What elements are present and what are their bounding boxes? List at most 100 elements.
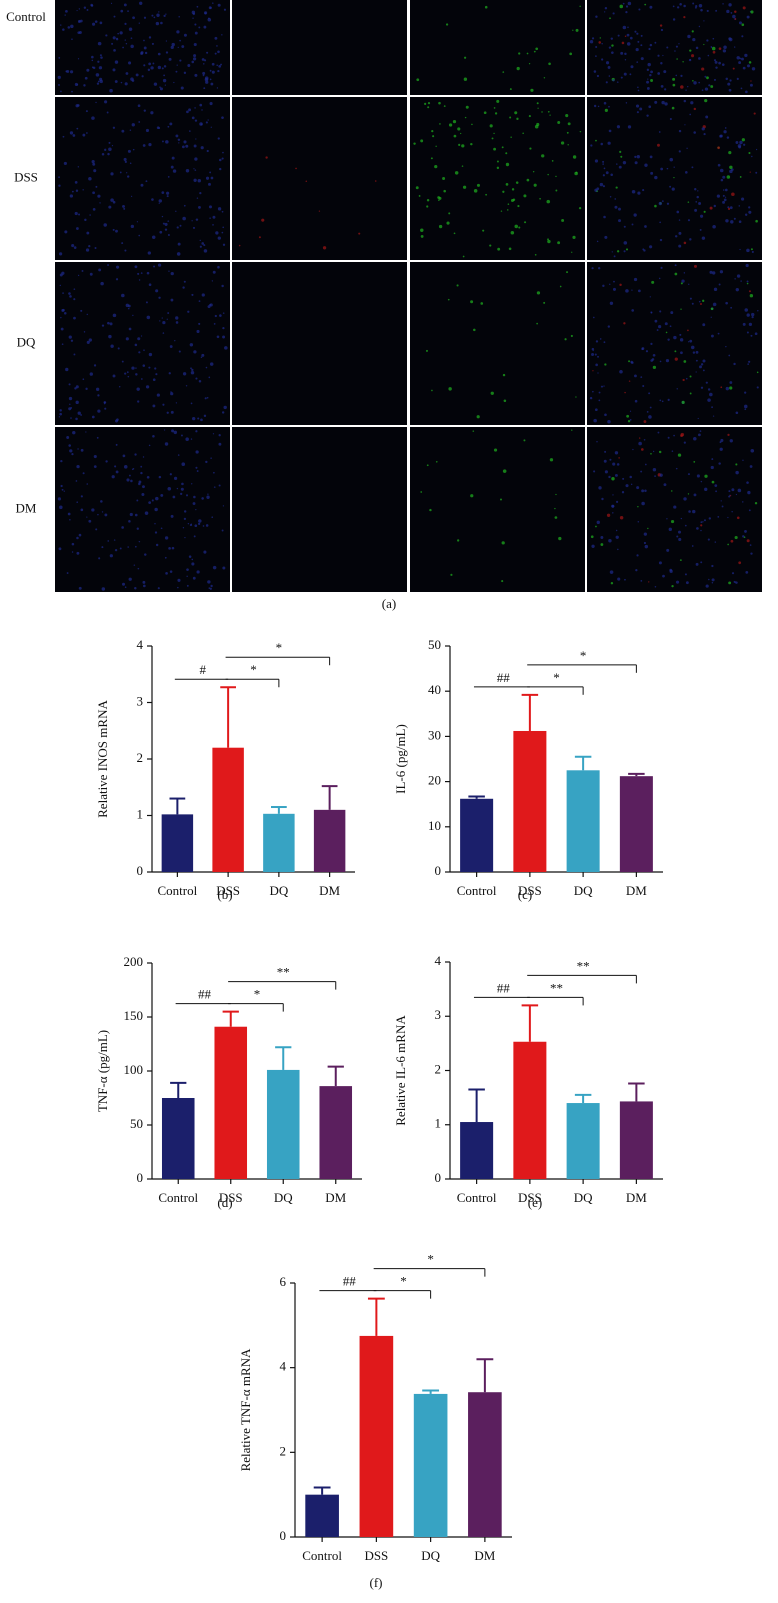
fluorescence-dot	[77, 58, 80, 60]
fluorescence-dot	[188, 108, 192, 112]
fluorescence-dot	[693, 461, 696, 463]
fluorescence-dot	[636, 486, 640, 490]
fluorescence-dot	[605, 81, 608, 84]
fluorescence-dot	[627, 420, 631, 423]
fluorescence-dot	[470, 494, 474, 498]
fluorescence-dot	[76, 464, 80, 469]
fluorescence-dot	[66, 572, 69, 574]
fluorescence-dot	[755, 219, 758, 223]
fluorescence-dot	[730, 306, 733, 309]
fluorescence-dot	[672, 18, 676, 21]
fluorescence-dot	[218, 65, 221, 68]
fluorescence-dot	[751, 67, 756, 71]
fluorescence-dot	[427, 102, 431, 105]
fluorescence-dot	[118, 386, 121, 388]
fluorescence-dot	[554, 507, 556, 510]
fluorescence-dot	[700, 524, 703, 527]
fluorescence-dot	[100, 281, 104, 286]
fluorescence-dot	[732, 67, 735, 70]
fluorescence-dot	[164, 442, 169, 446]
fluorescence-dot	[680, 85, 684, 89]
fluorescence-dot	[605, 61, 610, 65]
fluorescence-dot	[120, 9, 124, 13]
fluorescence-dot	[138, 279, 141, 281]
fluorescence-dot	[501, 541, 505, 545]
bar	[413, 1393, 448, 1537]
fluorescence-dot	[199, 192, 202, 195]
fluorescence-dot	[657, 431, 660, 434]
fluorescence-dot	[618, 219, 622, 223]
fluorescence-dot	[117, 347, 120, 350]
fluorescence-dot	[750, 334, 753, 337]
fluorescence-dot	[750, 80, 752, 82]
fluorescence-dot	[446, 221, 450, 225]
fluorescence-dot	[127, 149, 131, 153]
fluorescence-dot	[80, 508, 84, 512]
fluorescence-dot	[598, 41, 602, 44]
fluorescence-dot	[183, 204, 186, 207]
fluorescence-dot	[145, 385, 150, 389]
y-tick-label: 0	[137, 863, 144, 878]
fluorescence-dot	[181, 462, 186, 467]
fluorescence-dot	[89, 372, 93, 376]
fluorescence-dot	[678, 244, 682, 248]
fluorescence-dot	[110, 2, 113, 4]
fluorescence-dot	[729, 169, 733, 174]
fluorescence-dot	[547, 238, 549, 241]
fluorescence-dot	[191, 558, 194, 561]
fluorescence-dot	[517, 204, 520, 208]
fluorescence-dot	[603, 341, 606, 344]
fluorescence-dot	[728, 88, 732, 92]
fluorescence-dot	[682, 61, 684, 63]
fluorescence-dot	[503, 399, 507, 403]
fluorescence-dot	[755, 148, 758, 151]
fluorescence-dot	[143, 39, 145, 42]
fluorescence-dot	[729, 79, 732, 82]
fluorescence-dot	[698, 81, 701, 84]
fluorescence-dot	[675, 467, 678, 470]
fluorescence-dot	[181, 145, 185, 149]
fluorescence-dot	[695, 201, 698, 203]
fluorescence-dot	[196, 570, 200, 574]
y-tick-label: 4	[435, 953, 442, 968]
fluorescence-dot	[619, 150, 622, 153]
fluorescence-dot	[703, 133, 706, 136]
fluorescence-dot	[447, 298, 450, 301]
fluorescence-dot	[168, 372, 171, 375]
fluorescence-dot	[724, 196, 727, 198]
fluorescence-dot	[571, 251, 573, 253]
fluorescence-dot	[173, 476, 178, 480]
fluorescence-dot	[704, 75, 707, 78]
fluorescence-dot	[673, 434, 675, 437]
fluorescence-dot	[182, 286, 185, 289]
fluorescence-dot	[112, 228, 115, 231]
fluorescence-dot	[158, 199, 163, 203]
fluorescence-dot	[136, 387, 140, 391]
fluorescence-dot	[496, 166, 500, 170]
fluorescence-dot	[501, 146, 504, 149]
fluorescence-dot	[736, 516, 740, 520]
fluorescence-dot	[741, 35, 744, 38]
fluorescence-dot	[662, 54, 664, 57]
fluorescence-dot	[630, 483, 633, 486]
fluorescence-dot	[198, 26, 201, 29]
bar	[161, 1098, 195, 1179]
fluorescence-dot	[640, 376, 643, 378]
fluorescence-dot	[101, 587, 106, 591]
fluorescence-dot	[209, 303, 212, 306]
fluorescence-dot	[728, 37, 733, 42]
fluorescence-dot	[212, 433, 215, 435]
fluorescence-dot	[734, 535, 738, 540]
fluorescence-dot	[69, 194, 74, 198]
fluorescence-dot	[702, 369, 705, 372]
fluorescence-dot	[143, 584, 146, 588]
fluorescence-dot	[599, 338, 602, 340]
fluorescence-dot	[680, 517, 683, 520]
bar	[266, 1069, 300, 1179]
fluorescence-dot	[614, 198, 617, 200]
fluorescence-dot	[114, 549, 118, 552]
fluorescence-dot	[143, 109, 146, 112]
fluorescence-dot	[179, 59, 182, 62]
fluorescence-dot	[665, 359, 670, 363]
fluorescence-dot	[175, 70, 178, 73]
